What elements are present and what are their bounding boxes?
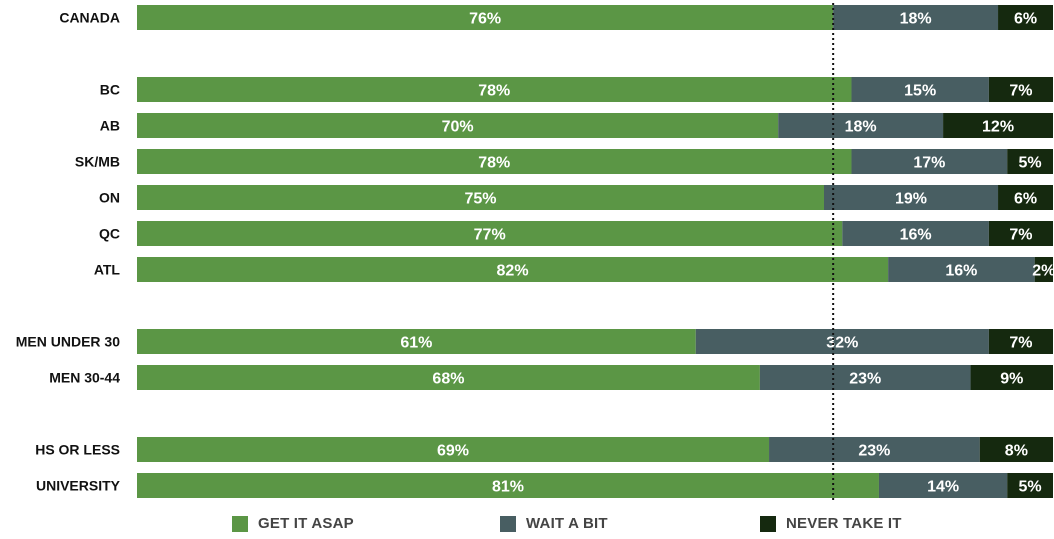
data-label-wait-a-bit-men-under-30: 32% [826, 335, 858, 352]
bar-get-it-asap-canada [137, 5, 834, 30]
bar-wait-a-bit-ab [778, 113, 944, 138]
bar-wait-a-bit-atl [888, 257, 1035, 282]
category-label-hs-or-less: HS OR LESS [35, 442, 120, 458]
bar-never-take-it-canada [998, 5, 1053, 30]
bar-never-take-it-on [998, 185, 1053, 210]
bar-wait-a-bit-qc [842, 221, 989, 246]
data-label-wait-a-bit-sk-mb: 17% [913, 155, 945, 172]
category-label-sk-mb: SK/MB [75, 154, 120, 170]
data-label-never-take-it-canada: 6% [1014, 11, 1037, 28]
legend-label-wait-a-bit: WAIT A BIT [526, 515, 608, 532]
category-label-ab: AB [100, 118, 120, 134]
data-label-get-it-asap-ab: 70% [442, 119, 474, 136]
category-label-atl: ATL [94, 262, 121, 278]
legend-swatch-never-take-it [760, 515, 776, 532]
bar-get-it-asap-university [137, 473, 879, 498]
category-label-qc: QC [99, 226, 120, 242]
data-label-never-take-it-men-under-30: 7% [1009, 335, 1032, 352]
bar-wait-a-bit-on [824, 185, 999, 210]
bar-get-it-asap-hs-or-less [137, 437, 770, 462]
data-label-get-it-asap-sk-mb: 78% [478, 155, 510, 172]
bar-never-take-it-bc [988, 77, 1053, 102]
category-label-bc: BC [100, 82, 120, 98]
bar-get-it-asap-men-30-44 [137, 365, 760, 390]
data-label-never-take-it-university: 5% [1019, 479, 1042, 496]
data-label-never-take-it-atl: 2% [1032, 263, 1054, 280]
bar-get-it-asap-atl [137, 257, 889, 282]
stacked-bar-chart: CANADA 76% 18% 6% BC 78% 15% 7% AB 70% 18% 12% SK/MB… [16, 3, 1054, 500]
bar-never-take-it-atl [1034, 257, 1053, 282]
data-label-wait-a-bit-on: 19% [895, 191, 927, 208]
category-label-men-30-44: MEN 30-44 [49, 370, 120, 386]
data-label-get-it-asap-qc: 77% [474, 227, 506, 244]
data-label-never-take-it-hs-or-less: 8% [1005, 443, 1028, 460]
data-label-get-it-asap-on: 75% [464, 191, 496, 208]
bar-get-it-asap-sk-mb [137, 149, 852, 174]
data-label-never-take-it-qc: 7% [1009, 227, 1032, 244]
data-label-get-it-asap-hs-or-less: 69% [437, 443, 469, 460]
data-label-get-it-asap-bc: 78% [478, 83, 510, 100]
data-label-wait-a-bit-hs-or-less: 23% [858, 443, 890, 460]
legend-swatch-get-it-asap [232, 515, 248, 532]
data-label-wait-a-bit-university: 14% [927, 479, 959, 496]
legend-swatch-wait-a-bit [500, 515, 516, 532]
data-label-get-it-asap-university: 81% [492, 479, 524, 496]
data-label-never-take-it-bc: 7% [1009, 83, 1032, 100]
bar-get-it-asap-qc [137, 221, 843, 246]
data-label-never-take-it-on: 6% [1014, 191, 1037, 208]
data-label-get-it-asap-canada: 76% [469, 11, 501, 28]
data-label-get-it-asap-men-30-44: 68% [432, 371, 464, 388]
bar-wait-a-bit-sk-mb [851, 149, 1008, 174]
data-label-never-take-it-ab: 12% [982, 119, 1014, 136]
legend-item-never-take-it: NEVER TAKE IT [760, 515, 902, 532]
legend-item-get-it-asap: GET IT ASAP [232, 515, 354, 532]
bar-wait-a-bit-men-30-44 [759, 365, 971, 390]
bar-wait-a-bit-bc [851, 77, 989, 102]
bar-never-take-it-ab [943, 113, 1053, 138]
bar-wait-a-bit-university [878, 473, 1008, 498]
data-label-get-it-asap-men-under-30: 61% [400, 335, 432, 352]
bar-get-it-asap-men-under-30 [137, 329, 696, 354]
bar-wait-a-bit-men-under-30 [695, 329, 989, 354]
data-label-wait-a-bit-bc: 15% [904, 83, 936, 100]
bar-never-take-it-qc [988, 221, 1053, 246]
bar-never-take-it-sk-mb [1007, 149, 1053, 174]
bar-get-it-asap-bc [137, 77, 852, 102]
category-label-on: ON [99, 190, 120, 206]
bar-never-take-it-hs-or-less [979, 437, 1053, 462]
bar-never-take-it-university [1007, 473, 1053, 498]
legend-label-never-take-it: NEVER TAKE IT [786, 515, 902, 532]
bar-never-take-it-men-under-30 [988, 329, 1053, 354]
category-label-men-under-30: MEN UNDER 30 [16, 334, 120, 350]
data-label-wait-a-bit-atl: 16% [945, 263, 977, 280]
category-label-canada: CANADA [59, 10, 120, 26]
data-label-wait-a-bit-men-30-44: 23% [849, 371, 881, 388]
legend-item-wait-a-bit: WAIT A BIT [500, 515, 608, 532]
data-label-get-it-asap-atl: 82% [497, 263, 529, 280]
legend-label-get-it-asap: GET IT ASAP [258, 515, 354, 532]
bar-wait-a-bit-hs-or-less [769, 437, 980, 462]
data-label-wait-a-bit-qc: 16% [900, 227, 932, 244]
bar-never-take-it-men-30-44 [970, 365, 1053, 390]
bar-get-it-asap-on [137, 185, 824, 210]
data-label-never-take-it-men-30-44: 9% [1000, 371, 1023, 388]
bar-wait-a-bit-canada [833, 5, 999, 30]
data-label-wait-a-bit-canada: 18% [900, 11, 932, 28]
category-label-university: UNIVERSITY [36, 478, 121, 494]
data-label-never-take-it-sk-mb: 5% [1019, 155, 1042, 172]
data-label-wait-a-bit-ab: 18% [845, 119, 877, 136]
bar-get-it-asap-ab [137, 113, 779, 138]
chart-legend: GET IT ASAP WAIT A BIT NEVER TAKE IT [0, 515, 1054, 539]
